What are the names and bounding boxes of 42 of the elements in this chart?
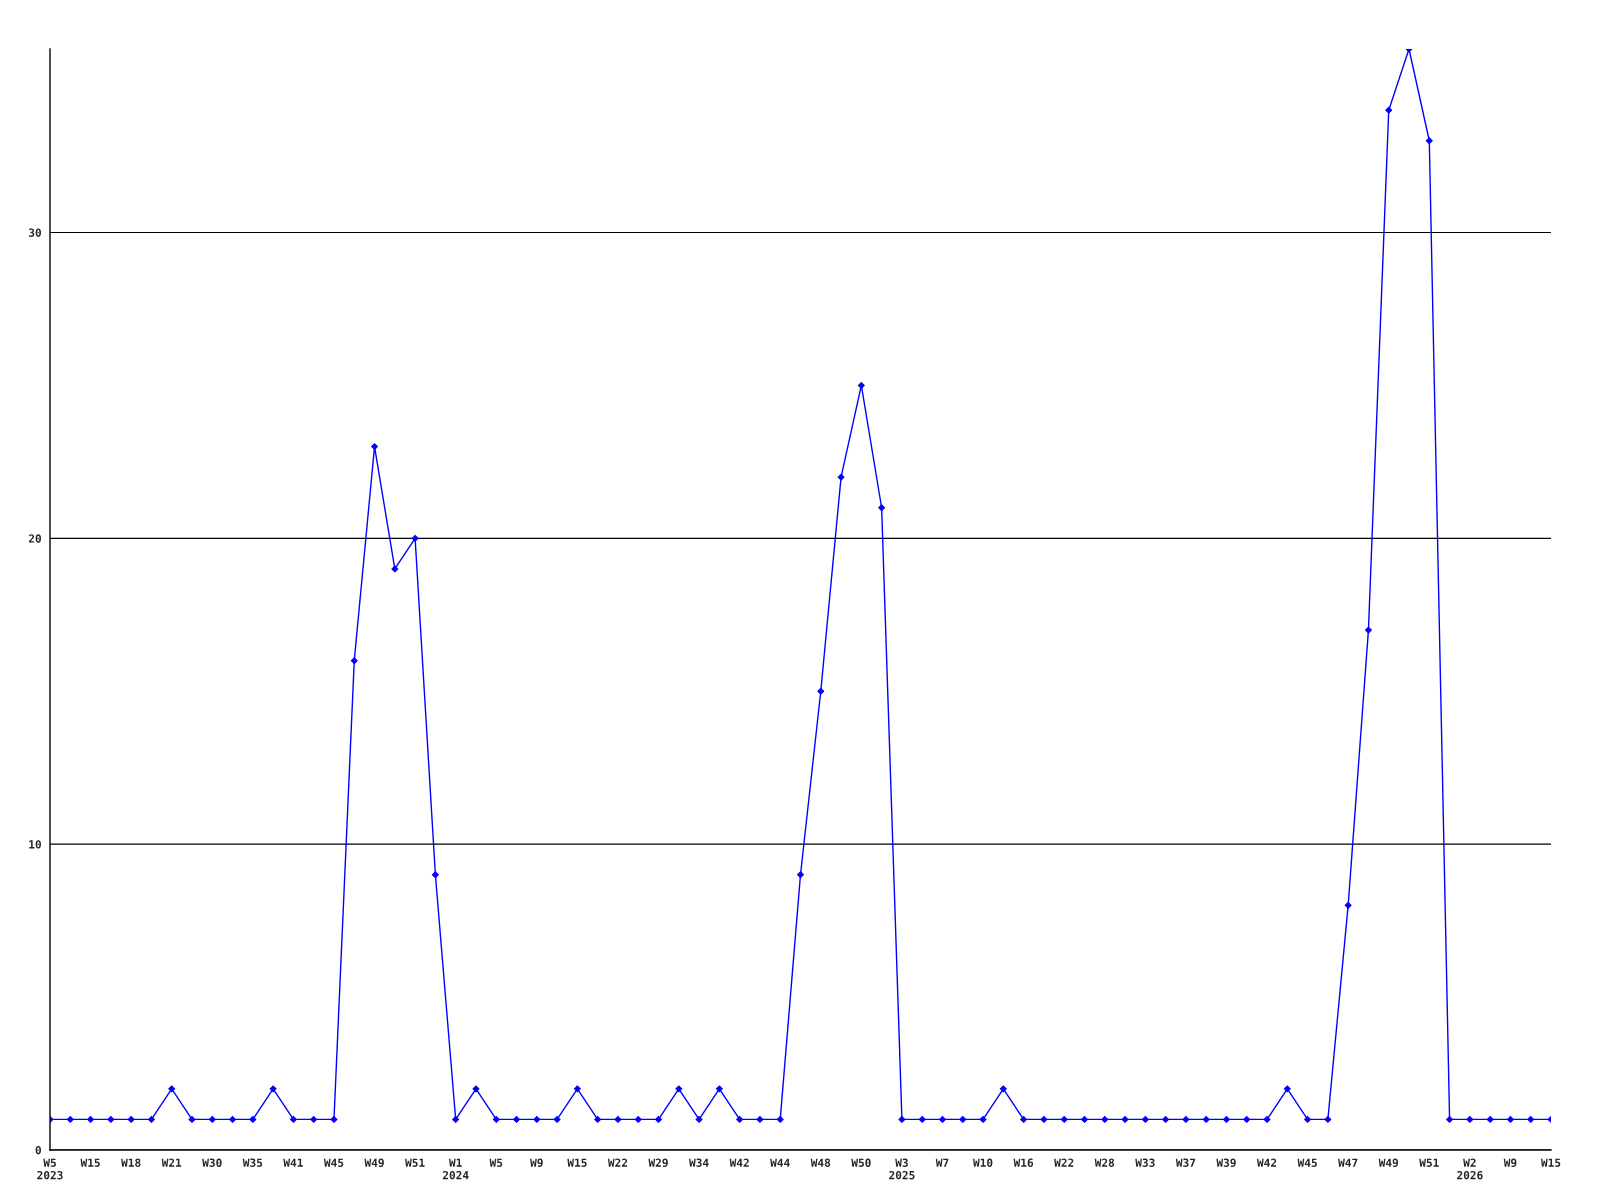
- x-tick-label: W16: [1013, 1158, 1034, 1167]
- x-tick-label: W47: [1338, 1158, 1358, 1167]
- x-tick-label: W18: [121, 1158, 141, 1167]
- x-tick-label: W7: [935, 1158, 949, 1167]
- x-tick-label: W22: [1054, 1158, 1074, 1167]
- x-tick-label: W1 2024: [442, 1158, 469, 1180]
- x-tick-label: W44: [770, 1158, 790, 1167]
- y-tick-label: 30: [28, 228, 41, 237]
- x-tick-label: W5 2023: [37, 1158, 63, 1180]
- x-tick-label: W51: [405, 1158, 425, 1167]
- y-tick-label: 0: [35, 1145, 41, 1155]
- x-tick-label: W51: [1419, 1158, 1439, 1167]
- x-tick-label: W21: [161, 1158, 182, 1167]
- y-tick-label: 10: [29, 840, 41, 849]
- y-tick-label: 20: [28, 534, 41, 543]
- x-tick-label: W10: [973, 1158, 993, 1167]
- x-tick-label: W41: [283, 1158, 303, 1167]
- x-tick-label: W22: [607, 1158, 628, 1167]
- x-tick-label: W39: [1216, 1158, 1236, 1167]
- x-tick-label: W42: [1256, 1158, 1277, 1167]
- x-tick-label: W15: [80, 1158, 100, 1167]
- x-tick-label: W45: [1297, 1158, 1317, 1167]
- x-tick-label: W15: [1540, 1158, 1561, 1167]
- x-tick-label: W48: [810, 1158, 831, 1167]
- x-tick-label: W50: [851, 1158, 871, 1167]
- x-tick-label: W28: [1094, 1158, 1115, 1167]
- x-tick-label: W30: [202, 1158, 222, 1167]
- x-tick-label: W9: [530, 1158, 543, 1167]
- x-tick-label: W45: [323, 1158, 344, 1167]
- x-tick-label: W9: [1503, 1158, 1517, 1167]
- x-tick-label: W34: [689, 1158, 709, 1167]
- x-tick-label: W2 2026: [1457, 1158, 1483, 1180]
- x-tick-label: W5: [489, 1158, 503, 1167]
- x-tick-label: W3 2025: [889, 1158, 915, 1180]
- x-tick-label: W37: [1175, 1158, 1196, 1167]
- x-tick-label: W35: [242, 1158, 263, 1167]
- x-tick-label: W49: [1378, 1158, 1399, 1167]
- x-tick-label: W29: [648, 1158, 668, 1167]
- x-tick-label: W33: [1135, 1158, 1155, 1167]
- x-tick-label: W15: [567, 1158, 587, 1167]
- x-tick-label: W49: [364, 1158, 384, 1167]
- x-tick-label: W42: [729, 1158, 749, 1167]
